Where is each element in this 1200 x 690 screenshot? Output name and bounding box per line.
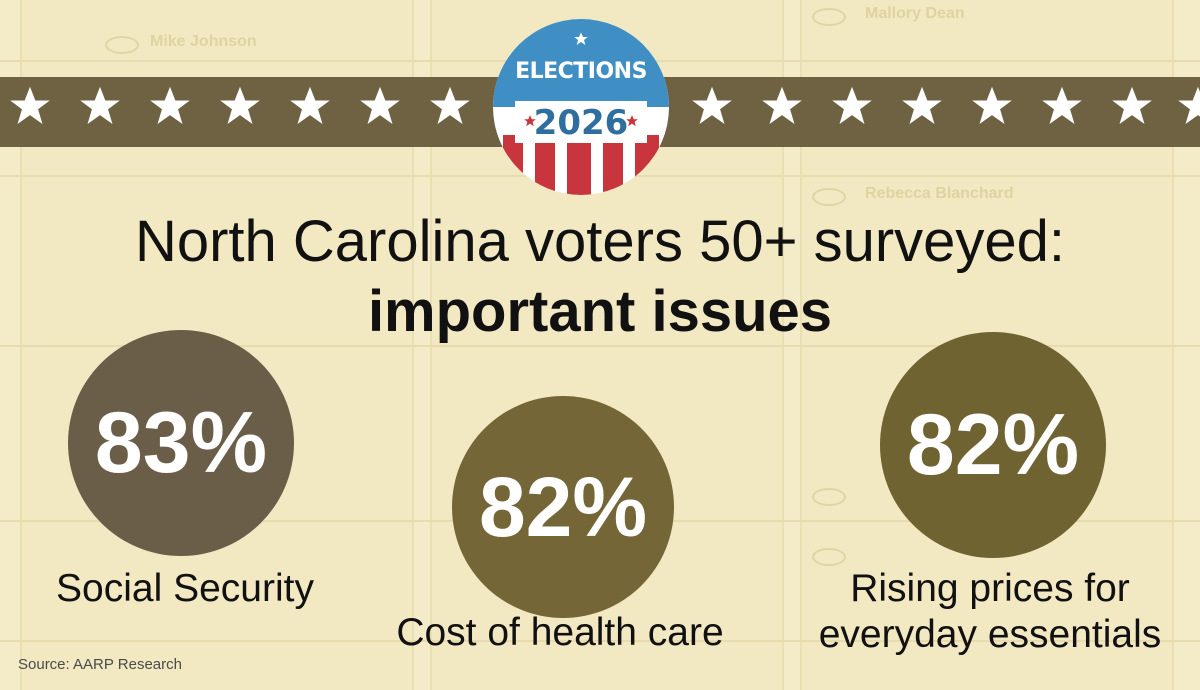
elections-badge: ELECTIONS 2026 [493,19,669,195]
star-icon [150,86,190,124]
stat-label-line: everyday essentials [818,613,1162,656]
star-icon [902,86,942,124]
ballot-oval [812,188,846,206]
badge-stripe [603,135,623,195]
star-icon [832,86,872,124]
stat-value: 82% [478,459,648,554]
star-icon [80,86,120,124]
badge-stripe [535,135,555,195]
stat-circle-social-security: 83% [68,330,294,556]
badge-stripe [503,135,523,195]
stat-circle-health-care: 82% [452,396,674,618]
headline-subtitle: important issues [367,279,833,344]
star-icon [972,86,1012,124]
badge-stripe [567,135,591,195]
stat-label-line: Rising prices for [850,567,1130,610]
ballot-candidate-name: Rebecca Blanchard [865,185,1014,202]
source-note: Source: AARP Research [18,656,182,673]
badge-star-icon [524,115,536,127]
star-icon [10,86,50,124]
stat-circle-rising-prices: 82% [880,332,1106,558]
star-icon [220,86,260,124]
star-icon [1178,86,1200,124]
ballot-oval [812,548,846,566]
star-icon [1042,86,1082,124]
ballot-oval [105,36,139,54]
ballot-candidate-name: Mallory Dean [865,5,965,22]
ballot-candidate-name: Mike Johnson [150,33,257,50]
star-icon [290,86,330,124]
badge-elections-text: ELECTIONS [515,59,647,84]
badge-year-panel [515,101,647,143]
badge-year-text: 2026 [533,103,629,143]
star-icon [430,86,470,124]
headline-title: North Carolina voters 50+ surveyed: [134,209,1066,274]
stat-value: 82% [906,396,1080,493]
stat-label: Rising prices for everyday essentials [790,566,1190,658]
badge-stripe [635,135,659,195]
stat-label: Social Security [56,567,314,610]
ballot-rule [0,345,1200,347]
ballot-oval [812,488,846,506]
star-icon [762,86,802,124]
star-icon [692,86,732,124]
stat-value: 83% [94,394,268,491]
badge-star-icon [626,115,638,127]
ballot-oval [812,8,846,26]
badge-star-icon [574,32,588,45]
ballot-rule [0,640,1200,642]
stat-label: Cost of health care [396,611,724,654]
star-icon [1112,86,1152,124]
star-icon [360,86,400,124]
